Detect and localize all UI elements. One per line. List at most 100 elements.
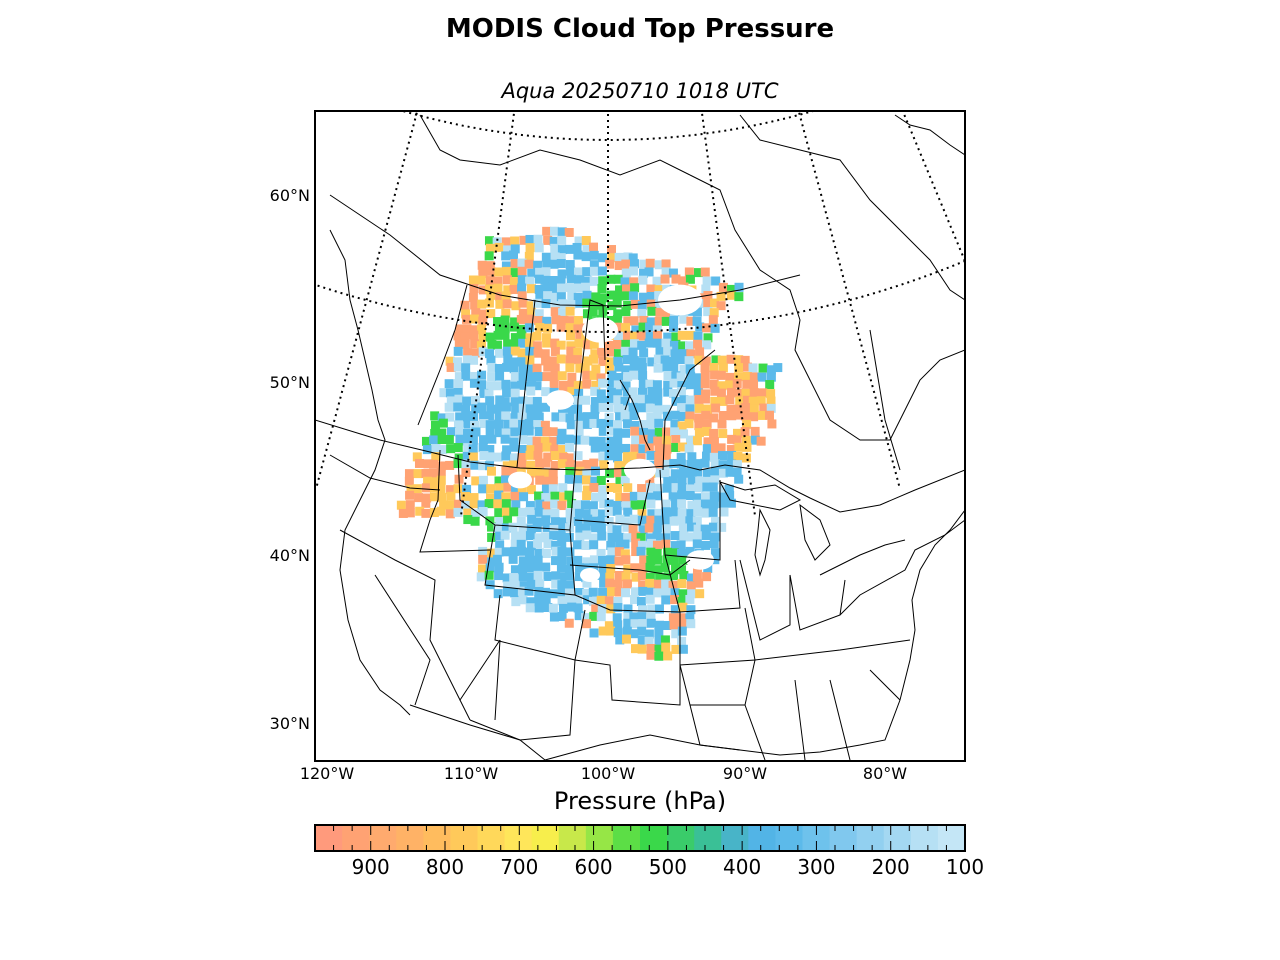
cloud-pixel bbox=[669, 378, 679, 388]
cloud-pixel bbox=[590, 476, 600, 486]
cloud-pixel bbox=[678, 589, 688, 599]
cloud-pixel bbox=[582, 412, 592, 422]
cloud-pixel bbox=[558, 299, 568, 309]
cloud-pixel bbox=[477, 564, 487, 574]
cloud-pixel bbox=[533, 517, 543, 527]
cloud-pixel bbox=[663, 572, 673, 582]
cloud-pixel bbox=[694, 578, 704, 588]
cloud-pixel bbox=[543, 235, 553, 245]
cloud-pixel bbox=[645, 562, 655, 572]
cloud-pixel bbox=[535, 579, 545, 589]
cloud-pixel bbox=[502, 346, 512, 356]
cloud-pixel bbox=[404, 469, 414, 479]
cloud-pixel bbox=[527, 308, 537, 318]
cloud-pixel bbox=[639, 434, 649, 444]
cloud-pixel bbox=[551, 540, 561, 550]
cloud-pixel bbox=[741, 453, 751, 463]
cloud-pixel bbox=[645, 594, 655, 604]
cloud-pixel bbox=[519, 581, 529, 591]
cloud-pixel bbox=[477, 260, 487, 270]
cloud-pixel bbox=[511, 405, 521, 415]
cloud-pixel bbox=[734, 474, 744, 484]
cloud-pixel bbox=[463, 428, 473, 438]
cloud-pixel bbox=[581, 613, 591, 623]
cloud-pixel bbox=[702, 419, 712, 429]
cloud-pixel bbox=[644, 523, 654, 533]
cloud-pixel bbox=[695, 589, 705, 599]
cloud-pixel bbox=[485, 420, 495, 430]
cloud-pixel bbox=[470, 516, 480, 526]
cloud-pixel bbox=[700, 267, 710, 277]
cloud-pixel bbox=[501, 402, 511, 412]
cloud-pixel bbox=[727, 450, 737, 460]
cloud-pixel bbox=[573, 516, 583, 526]
cloud-pixel bbox=[526, 572, 536, 582]
cloud-pixel bbox=[509, 437, 519, 447]
cloud-pixel bbox=[572, 540, 582, 550]
cloud-pixel bbox=[551, 556, 561, 566]
cloud-pixel bbox=[606, 587, 616, 597]
colorbar-title: Pressure (hPa) bbox=[553, 787, 727, 815]
cloud-pixel bbox=[597, 442, 607, 452]
cloud-pixel bbox=[574, 420, 584, 430]
cloud-pixel bbox=[509, 442, 519, 452]
cloud-pixel bbox=[462, 484, 472, 494]
cloud-pixel bbox=[590, 386, 600, 396]
cloud-pixel bbox=[599, 460, 609, 470]
cloud-pixel bbox=[445, 500, 455, 510]
cloud-pixel bbox=[614, 261, 624, 271]
cloud-pixel bbox=[589, 276, 599, 286]
cloud-pixel bbox=[540, 349, 550, 359]
cloud-pixel bbox=[532, 467, 542, 477]
cloud-pixel bbox=[629, 411, 639, 421]
cloud-pixel bbox=[718, 363, 728, 373]
cloud-pixel bbox=[596, 418, 606, 428]
cloud-pixel bbox=[645, 587, 655, 597]
cloud-pixel bbox=[629, 362, 639, 372]
cloud-pixel bbox=[564, 564, 574, 574]
cloud-pixel bbox=[606, 604, 616, 614]
cloud-pixel bbox=[629, 595, 639, 605]
cloud-pixel bbox=[598, 293, 608, 303]
cloud-pixel bbox=[638, 379, 648, 389]
cloud-pixel bbox=[678, 412, 688, 422]
cloud-pixel bbox=[556, 292, 566, 302]
cloud-pixel bbox=[565, 508, 575, 518]
cloud-pixel bbox=[613, 349, 623, 359]
cloud-pixel bbox=[677, 548, 687, 558]
cloud-pixel bbox=[613, 628, 623, 638]
cloud-pixel bbox=[653, 491, 663, 501]
cloud-pixel bbox=[630, 500, 640, 510]
cloud-pixel bbox=[638, 444, 648, 454]
cloud-pixel bbox=[637, 484, 647, 494]
cloud-pixel bbox=[596, 523, 606, 533]
cloud-pixel bbox=[652, 325, 662, 335]
cloud-pixel bbox=[574, 236, 584, 246]
cloud-pixel bbox=[494, 242, 504, 252]
cloud-pixel bbox=[463, 515, 473, 525]
cloud-pixel bbox=[549, 259, 559, 269]
cloud-pixel bbox=[637, 612, 647, 622]
cloud-pixel bbox=[438, 418, 448, 428]
cloud-pixel bbox=[543, 539, 553, 549]
cloud-pixel bbox=[517, 586, 527, 596]
cloud-pixel bbox=[493, 283, 503, 293]
cloud-pixel bbox=[510, 381, 520, 391]
cloud-pixel bbox=[671, 644, 681, 654]
cloud-pixel bbox=[501, 466, 511, 476]
cloud-pixel bbox=[612, 500, 622, 510]
cloud-pixel bbox=[676, 387, 686, 397]
cloud-pixel bbox=[653, 363, 663, 373]
cloud-pixel bbox=[631, 435, 641, 445]
cloud-pixel bbox=[693, 467, 703, 477]
cloud-pixel bbox=[637, 403, 647, 413]
cloud-pixel bbox=[654, 644, 664, 654]
cloud-pixel bbox=[430, 420, 440, 430]
cloud-pixel bbox=[663, 547, 673, 557]
cloud-pixel bbox=[535, 291, 545, 301]
cloud-pixel bbox=[692, 373, 702, 383]
cloud-pixel bbox=[524, 381, 534, 391]
cloud-pixel bbox=[510, 340, 520, 350]
cloud-pixel bbox=[468, 292, 478, 302]
cloud-pixel bbox=[581, 252, 591, 262]
